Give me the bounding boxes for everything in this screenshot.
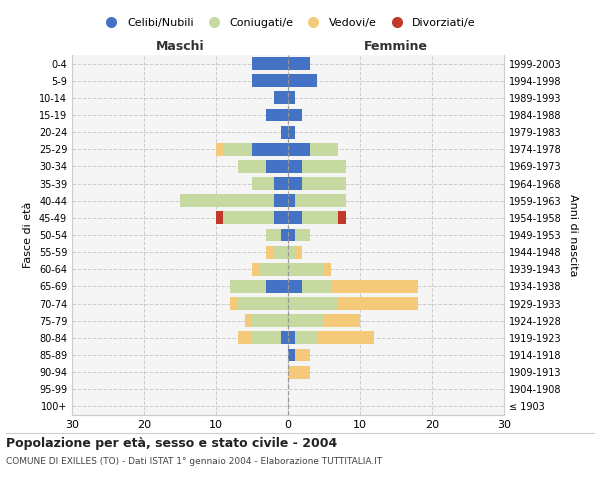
- Y-axis label: Fasce di età: Fasce di età: [23, 202, 33, 268]
- Bar: [288, 366, 310, 378]
- Bar: [274, 246, 288, 258]
- Bar: [238, 160, 266, 173]
- Bar: [230, 280, 266, 293]
- Bar: [302, 160, 346, 173]
- Bar: [274, 194, 288, 207]
- Bar: [238, 297, 288, 310]
- Bar: [252, 314, 288, 327]
- Bar: [274, 177, 288, 190]
- Bar: [324, 263, 331, 276]
- Bar: [288, 297, 338, 310]
- Bar: [295, 228, 310, 241]
- Bar: [252, 177, 274, 190]
- Bar: [238, 332, 252, 344]
- Bar: [288, 228, 295, 241]
- Text: Maschi: Maschi: [155, 40, 205, 54]
- Bar: [288, 57, 310, 70]
- Bar: [252, 332, 281, 344]
- Bar: [288, 143, 310, 156]
- Bar: [281, 228, 288, 241]
- Bar: [274, 92, 288, 104]
- Bar: [245, 314, 252, 327]
- Bar: [288, 160, 302, 173]
- Bar: [252, 143, 288, 156]
- Bar: [266, 160, 288, 173]
- Bar: [288, 74, 317, 87]
- Bar: [288, 246, 295, 258]
- Bar: [295, 246, 302, 258]
- Bar: [216, 143, 223, 156]
- Bar: [324, 314, 360, 327]
- Bar: [302, 212, 338, 224]
- Text: Femmine: Femmine: [364, 40, 428, 54]
- Bar: [180, 194, 274, 207]
- Bar: [281, 332, 288, 344]
- Bar: [331, 280, 418, 293]
- Bar: [288, 92, 295, 104]
- Bar: [310, 143, 338, 156]
- Bar: [281, 126, 288, 138]
- Bar: [259, 263, 288, 276]
- Bar: [288, 108, 302, 122]
- Bar: [252, 57, 288, 70]
- Bar: [338, 212, 346, 224]
- Bar: [230, 297, 238, 310]
- Bar: [302, 177, 346, 190]
- Bar: [266, 246, 274, 258]
- Bar: [338, 297, 418, 310]
- Bar: [288, 126, 295, 138]
- Text: COMUNE DI EXILLES (TO) - Dati ISTAT 1° gennaio 2004 - Elaborazione TUTTITALIA.IT: COMUNE DI EXILLES (TO) - Dati ISTAT 1° g…: [6, 457, 382, 466]
- Bar: [252, 74, 288, 87]
- Bar: [216, 212, 223, 224]
- Bar: [288, 332, 295, 344]
- Bar: [295, 332, 317, 344]
- Bar: [288, 177, 302, 190]
- Bar: [288, 348, 295, 362]
- Bar: [295, 348, 310, 362]
- Bar: [266, 228, 281, 241]
- Bar: [288, 194, 295, 207]
- Legend: Celibi/Nubili, Coniugati/e, Vedovi/e, Divorziati/e: Celibi/Nubili, Coniugati/e, Vedovi/e, Di…: [96, 14, 480, 32]
- Y-axis label: Anni di nascita: Anni di nascita: [568, 194, 578, 276]
- Bar: [274, 212, 288, 224]
- Bar: [223, 212, 274, 224]
- Bar: [288, 280, 302, 293]
- Bar: [295, 194, 346, 207]
- Bar: [288, 212, 302, 224]
- Bar: [288, 314, 324, 327]
- Bar: [266, 108, 288, 122]
- Bar: [266, 280, 288, 293]
- Text: Popolazione per età, sesso e stato civile - 2004: Popolazione per età, sesso e stato civil…: [6, 438, 337, 450]
- Bar: [317, 332, 374, 344]
- Bar: [302, 280, 331, 293]
- Bar: [288, 263, 324, 276]
- Bar: [252, 263, 259, 276]
- Bar: [223, 143, 252, 156]
